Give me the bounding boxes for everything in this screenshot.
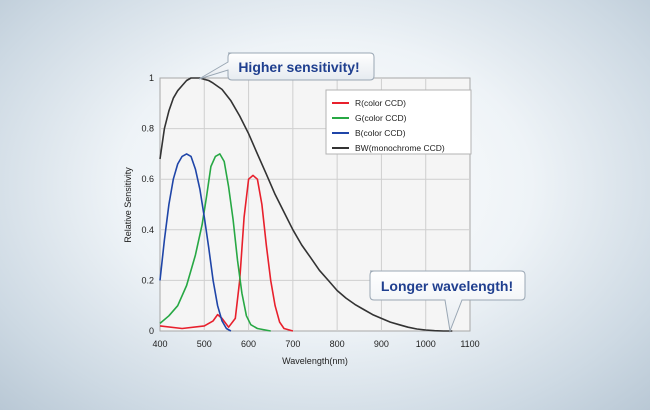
legend: R(color CCD) G(color CCD) B(color CCD) BW(m…	[325, 89, 472, 155]
y-tick-label: 0.8	[141, 124, 154, 134]
series-line-g	[159, 153, 271, 332]
callout-higher-sensitivity: Higher sensitivity!	[198, 52, 375, 81]
y-tick-label: 0.4	[141, 225, 154, 235]
x-tick-label: 1000	[416, 339, 436, 349]
x-tick-label: 1100	[460, 339, 479, 349]
x-axis-label: Wavelength(nm)	[282, 356, 348, 366]
series-lines	[159, 77, 453, 332]
callout-bubble	[369, 270, 526, 333]
y-tick-labels: 0 0.2 0.4 0.6 0.8 1	[141, 73, 154, 336]
y-tick-label: 0.6	[141, 174, 154, 184]
x-tick-label: 800	[330, 339, 345, 349]
x-tick-labels: 400 500 600 700 800 900 1000 1100	[152, 339, 479, 349]
x-tick-label: 900	[374, 339, 389, 349]
x-tick-label: 500	[197, 339, 212, 349]
callout-text: Longer wavelength!	[381, 278, 513, 294]
x-tick-label: 700	[285, 339, 300, 349]
callout-text: Higher sensitivity!	[238, 59, 359, 75]
legend-label: G(color CCD)	[355, 113, 407, 123]
y-tick-label: 1	[149, 73, 154, 83]
callout-longer-wavelength: Longer wavelength!	[369, 270, 526, 333]
x-tick-label: 600	[241, 339, 256, 349]
legend-box	[325, 89, 472, 155]
y-axis-label: Relative Sensitivity	[123, 167, 133, 243]
y-tick-label: 0.2	[141, 275, 154, 285]
callout-bubble	[198, 52, 375, 81]
y-tick-label: 0	[149, 326, 154, 336]
series-line-bw	[159, 77, 453, 332]
series-line-b	[159, 153, 232, 332]
x-tick-label: 400	[152, 339, 167, 349]
legend-label: BW(monochrome CCD)	[355, 143, 445, 153]
legend-label: B(color CCD)	[355, 128, 406, 138]
legend-label: R(color CCD)	[355, 98, 406, 108]
series-line-r	[159, 174, 294, 332]
